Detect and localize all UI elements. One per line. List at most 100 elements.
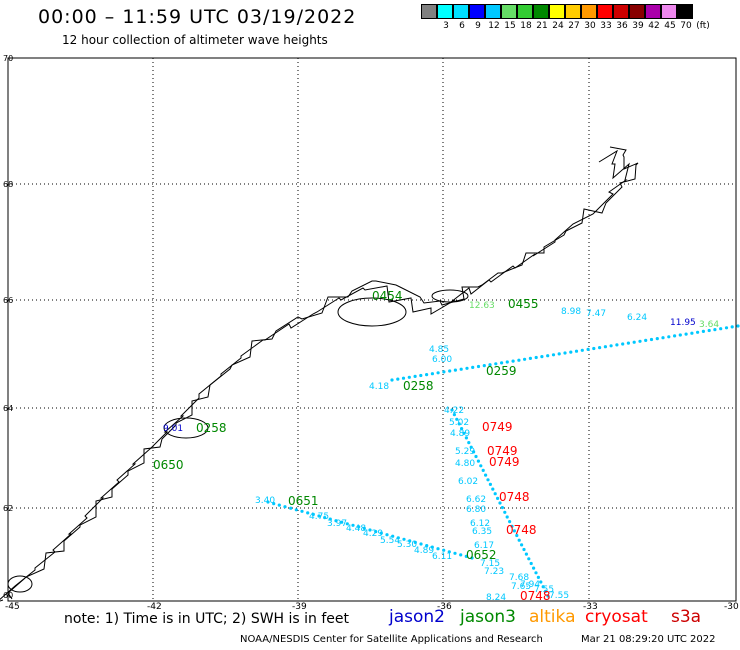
wave-height-label: 3.97	[327, 519, 347, 529]
track-point	[300, 509, 304, 513]
wave-height-label: 4.89	[450, 429, 470, 439]
track-point	[534, 571, 538, 575]
scale-swatch	[469, 4, 485, 19]
scale-swatch	[549, 4, 565, 19]
track-point	[603, 345, 608, 349]
pass-time-label: 0259	[486, 364, 517, 378]
lat-tick-label: 70	[3, 54, 13, 63]
track-point	[541, 585, 545, 589]
track-point	[615, 343, 619, 347]
track-point	[673, 334, 677, 338]
track-point	[419, 542, 423, 546]
pass-time-label: 0258	[196, 421, 227, 435]
track-point	[453, 551, 457, 555]
track-point	[481, 468, 485, 472]
scale-label: 18	[520, 21, 532, 31]
track-point	[503, 510, 507, 514]
wave-height-label: 4.18	[369, 382, 389, 392]
track-point	[436, 547, 440, 551]
lon-tick-label: -36	[437, 602, 452, 612]
track-point	[724, 326, 729, 330]
legend-jason2: jason2	[389, 607, 445, 627]
map-title: 00:00 – 11:59 UTC 03/19/2022	[38, 6, 357, 28]
track-point	[551, 353, 556, 357]
track-point	[511, 359, 515, 363]
track-point	[391, 534, 395, 538]
track-point	[419, 373, 423, 378]
wave-height-label: 4.29	[363, 529, 383, 539]
lon-tick-label: -30	[724, 602, 739, 612]
scale-label: 39	[632, 21, 644, 31]
track-point	[474, 454, 478, 459]
wave-height-label: 3.64	[699, 320, 719, 330]
track-point	[340, 520, 344, 524]
track-point	[272, 502, 276, 506]
wave-height-label: 7.55	[534, 585, 554, 595]
wave-height-label: 8.98	[561, 307, 581, 317]
scale-swatch	[501, 4, 517, 19]
track-point	[644, 338, 648, 342]
scale-label: 12	[488, 21, 500, 31]
scale-unit: (ft)	[696, 21, 710, 31]
pass-time-label: 0650	[153, 458, 184, 472]
track-point	[479, 464, 483, 468]
track-point	[436, 371, 440, 375]
lon-tick-label: -33	[583, 602, 598, 612]
track-point	[491, 487, 495, 491]
track-point	[459, 553, 463, 557]
track-point	[574, 349, 579, 353]
scale-label: 24	[552, 21, 564, 31]
track-point	[351, 523, 355, 527]
track-point	[532, 566, 536, 570]
wave-height-label: 7.68	[509, 573, 529, 583]
track-point	[684, 332, 688, 336]
lon-tick-label: -45	[5, 602, 20, 612]
track-point	[311, 512, 315, 517]
pass-time-label: 0748	[499, 490, 530, 504]
wave-height-label: 6.02	[458, 477, 478, 487]
pass-time-label: 0258	[403, 379, 434, 393]
lat-tick-label: 64	[3, 404, 13, 413]
track-point	[462, 431, 466, 435]
scale-swatch	[533, 4, 549, 19]
scale-label: 21	[536, 21, 548, 31]
track-point	[413, 540, 417, 545]
track-point	[334, 519, 338, 523]
track-point	[655, 337, 659, 341]
track-point	[471, 365, 475, 369]
wave-height-label: 6.24	[627, 313, 647, 323]
track-point	[649, 337, 654, 342]
wave-height-label: 4.80	[455, 459, 475, 469]
wave-height-label: 7.94	[520, 580, 540, 590]
track-point	[283, 505, 287, 509]
legend-s3a: s3a	[671, 607, 702, 627]
track-point	[496, 496, 500, 500]
wave-height-label: 6.35	[472, 527, 492, 537]
pass-time-label: 0455	[508, 297, 539, 311]
track-point	[306, 511, 310, 515]
track-point	[467, 441, 471, 445]
lat-tick-label: 66	[3, 296, 13, 305]
track-point	[448, 369, 452, 373]
pass-time-label: 0749	[482, 420, 513, 434]
track-point	[569, 350, 573, 354]
track-point	[484, 473, 488, 477]
track-point	[520, 543, 524, 547]
scale-swatch	[629, 4, 645, 19]
pass-time-label: 0748	[506, 523, 537, 537]
wave-height-label: 9.01	[163, 424, 183, 434]
track-point	[500, 506, 504, 510]
track-point	[626, 341, 631, 345]
track-point	[430, 545, 434, 549]
track-point	[730, 325, 734, 329]
legend-altika: altika	[529, 607, 576, 627]
wave-height-label: 6.62	[466, 495, 486, 505]
footer-note: note: 1) Time is in UTC; 2) SWH is in fe…	[64, 611, 350, 627]
scale-label: 42	[648, 21, 660, 31]
track-point	[401, 376, 406, 380]
track-point	[476, 364, 481, 369]
map-frame	[7, 57, 737, 602]
track-point	[396, 377, 400, 381]
track-point	[390, 378, 394, 382]
track-point	[442, 548, 446, 552]
